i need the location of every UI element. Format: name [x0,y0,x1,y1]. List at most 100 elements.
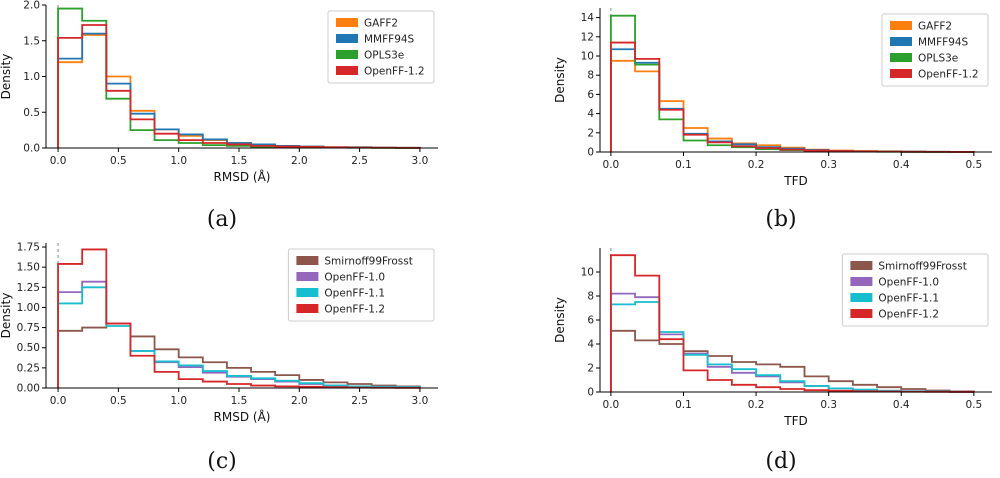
y-axis-label: Density [0,293,13,339]
legend-swatch [296,256,319,265]
x-tick-label: 1.5 [231,155,248,167]
x-tick-label: 0.5 [966,399,983,411]
y-tick-label: 2 [587,127,594,139]
y-tick-label: 0.0 [23,143,40,155]
legend: Smirnoff99Frosst OpenFF-1.0 OpenFF-1.1 Open… [287,248,435,322]
legend: GAFF2 MMFF94S OPLS3e OpenFF-1.2 [327,10,435,84]
legend-swatch [850,277,873,286]
legend-swatch [336,50,358,59]
legend-label: Smirnoff99Frosst [878,261,966,273]
subplot-a: 0.0 0.5 1.0 1.5 2.0 2.5 3.0 0.0 0.5 1.0 1.5 2.0 RMSD… [0,0,438,232]
legend-label: OPLS3e [918,53,958,65]
y-tick-label: 1.50 [17,262,40,274]
x-tick-label: 0.4 [893,159,910,171]
series-smirnoff99frosst [57,322,421,388]
x-axis-label: TFD [783,174,807,188]
x-tick-label: 0.1 [675,399,692,411]
legend-label: MMFF94S [364,34,415,46]
legend-label: MMFF94S [918,37,969,49]
legend-label: OpenFF-1.1 [324,288,385,300]
legend-swatch [850,309,873,318]
legend-swatch [890,37,912,46]
legend-swatch [850,261,873,270]
x-tick-label: 0.2 [748,159,765,171]
legend: Smirnoff99Frosst OpenFF-1.0 OpenFF-1.1 Open… [841,253,989,327]
y-axis-label: Density [553,57,567,103]
subplot-b: 0.0 0.1 0.2 0.3 0.4 0.5 0 2 4 6 8 10 12 14 TFD Density G… [553,8,992,232]
y-tick-label: 0.25 [17,362,40,374]
x-tick-label: 0.3 [820,159,837,171]
y-tick-label: 12 [581,31,594,43]
x-tick-label: 0.5 [110,155,127,167]
legend-swatch [890,21,912,30]
legend-swatch [336,34,358,43]
y-tick-label: 8 [587,291,594,303]
legend-swatch [890,53,912,62]
legend: GAFF2 MMFF94S OPLS3e OpenFF-1.2 [881,13,989,87]
y-tick-label: 6 [587,89,594,101]
legend-label: OpenFF-1.2 [324,304,385,316]
y-tick-label: 0.75 [17,322,40,334]
x-tick-label: 0.0 [50,395,67,407]
legend-swatch [336,66,358,75]
x-tick-label: 2.0 [291,155,308,167]
legend-label: OpenFF-1.2 [878,309,939,321]
y-tick-label: 1.25 [17,282,40,294]
x-tick-label: 1.0 [170,155,187,167]
legend-swatch [850,293,873,302]
y-tick-label: 1.0 [23,71,40,83]
y-tick-label: 0.50 [17,342,40,354]
subplot-caption: (a) [207,207,237,232]
subplot-caption: (b) [765,207,796,232]
legend-label: OpenFF-1.2 [918,69,979,81]
legend-frame [287,248,435,322]
y-tick-label: 2 [587,363,594,375]
y-tick-label: 4 [587,339,594,351]
y-tick-label: 10 [581,267,594,279]
subplot-d: 0.0 0.1 0.2 0.3 0.4 0.5 0 2 4 6 8 10 TFD Density Smirn… [553,248,992,474]
y-tick-label: 1.75 [17,242,40,254]
x-tick-label: 2.5 [351,155,368,167]
legend-label: GAFF2 [364,18,398,30]
series-openff-1-1 [57,286,421,389]
y-tick-label: 10 [581,51,594,63]
x-tick-label: 0.5 [110,395,127,407]
x-tick-label: 2.0 [291,395,308,407]
x-tick-label: 1.5 [231,395,248,407]
legend-swatch [296,272,319,281]
y-tick-label: 4 [587,108,594,120]
legend-label: GAFF2 [918,21,952,33]
legend-frame [841,253,989,327]
y-tick-label: 0 [587,147,594,159]
legend-label: OpenFF-1.0 [324,272,385,284]
subplot-caption: (d) [765,449,796,474]
x-tick-label: 3.0 [412,155,429,167]
y-tick-label: 8 [587,70,594,82]
x-tick-label: 0.4 [893,399,910,411]
legend-label: OpenFF-1.0 [878,277,939,289]
legend-label: OpenFF-1.1 [878,293,939,305]
legend-label: OpenFF-1.2 [364,66,425,78]
series-smirnoff99frosst [609,329,975,393]
y-axis-label: Density [0,54,13,100]
x-tick-label: 0.0 [603,399,620,411]
legend-frame [881,13,989,87]
x-axis-label: TFD [783,414,807,428]
subplot-caption: (c) [207,449,237,474]
legend-swatch [296,304,319,313]
y-tick-label: 14 [581,12,595,24]
legend-swatch [336,18,358,27]
x-tick-label: 0.0 [603,159,620,171]
x-tick-label: 2.5 [351,395,368,407]
y-tick-label: 1.5 [23,35,40,47]
x-tick-label: 0.2 [748,399,765,411]
x-tick-label: 0.1 [675,159,692,171]
subplot-c: 0.0 0.5 1.0 1.5 2.0 2.5 3.0 0.00 0.25 0.50 0.75 1.0… [0,242,438,474]
x-tick-label: 3.0 [412,395,429,407]
y-tick-label: 0 [587,387,594,399]
x-axis-label: RMSD (Å) [214,409,271,424]
x-tick-label: 1.0 [170,395,187,407]
y-axis-label: Density [553,297,567,343]
y-tick-label: 0.5 [23,107,40,119]
